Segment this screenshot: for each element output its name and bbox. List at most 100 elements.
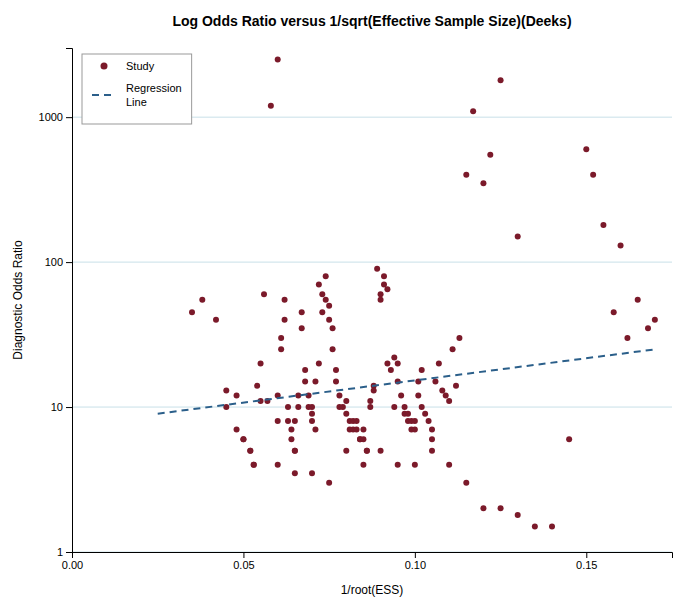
plot-area [158,56,658,529]
point [515,512,521,518]
point [364,448,370,454]
point [189,309,195,315]
point [371,388,377,394]
point [292,418,298,424]
point [240,436,246,442]
point [309,404,315,410]
tick: 0.15 [576,552,597,571]
point [415,393,421,399]
point [247,448,253,454]
point [343,411,349,417]
x-axis-title: 1/root(ESS) [341,583,404,597]
point [326,480,332,486]
point [323,273,329,279]
point [453,383,459,389]
point [422,411,428,417]
point [309,418,315,424]
point [374,266,380,272]
point [402,404,408,410]
point [234,427,240,433]
point [343,448,349,454]
point [330,325,336,331]
point [333,367,339,373]
point [299,325,305,331]
legend-label: RegressionLine [126,82,182,108]
point [251,462,257,468]
point [419,404,425,410]
point [302,379,308,385]
legend-label: Study [126,60,155,72]
point [426,418,432,424]
point [312,427,318,433]
point [309,411,315,417]
point [463,172,469,178]
point [590,172,596,178]
point [333,379,339,385]
point [278,346,284,352]
point [412,418,418,424]
y-axis-title: Diagnostic Odds Ratio [11,240,25,360]
legend-symbol [101,63,108,70]
point [285,418,291,424]
point [360,462,366,468]
tick: 0.00 [62,552,83,571]
point [302,367,308,373]
point [388,367,394,373]
tick-mark [66,262,72,263]
point [247,448,253,454]
point [429,448,435,454]
tick-label: 0.10 [405,559,426,571]
point [624,335,630,341]
point [432,379,438,385]
grid [72,117,672,552]
legend: Study RegressionLine [82,54,192,124]
point [354,427,360,433]
point [299,309,305,315]
point [384,286,390,292]
legend-box [82,54,192,124]
point [295,393,301,399]
point [275,462,281,468]
point [429,427,435,433]
point [295,404,301,410]
point [282,317,288,323]
point [309,470,315,476]
point [323,297,329,303]
point [446,398,452,404]
tick-label: 0.00 [62,559,83,571]
point [412,427,418,433]
point [285,404,291,410]
point [278,335,284,341]
point [275,56,281,62]
point [405,411,411,417]
point [251,462,257,468]
point [292,448,298,454]
point [364,448,370,454]
point [398,393,404,399]
point [199,297,205,303]
tick-label: 10 [51,401,63,413]
point [354,418,360,424]
tick-label: 100 [45,256,63,268]
chart: 0.000.050.100.151101001000Log Odds Ratio… [0,0,700,610]
point [450,346,456,352]
point [395,462,401,468]
point [223,404,229,410]
point [532,523,538,529]
point [367,404,373,410]
point [391,404,397,410]
point [436,360,442,366]
point [419,367,425,373]
point [282,297,288,303]
point [330,346,336,352]
tick-label: 1 [57,546,63,558]
tick-mark [66,407,72,408]
point [319,291,325,297]
point [429,436,435,442]
point [480,180,486,186]
point [316,282,322,288]
point [261,291,267,297]
point [412,462,418,468]
point [378,448,384,454]
points [189,56,658,529]
